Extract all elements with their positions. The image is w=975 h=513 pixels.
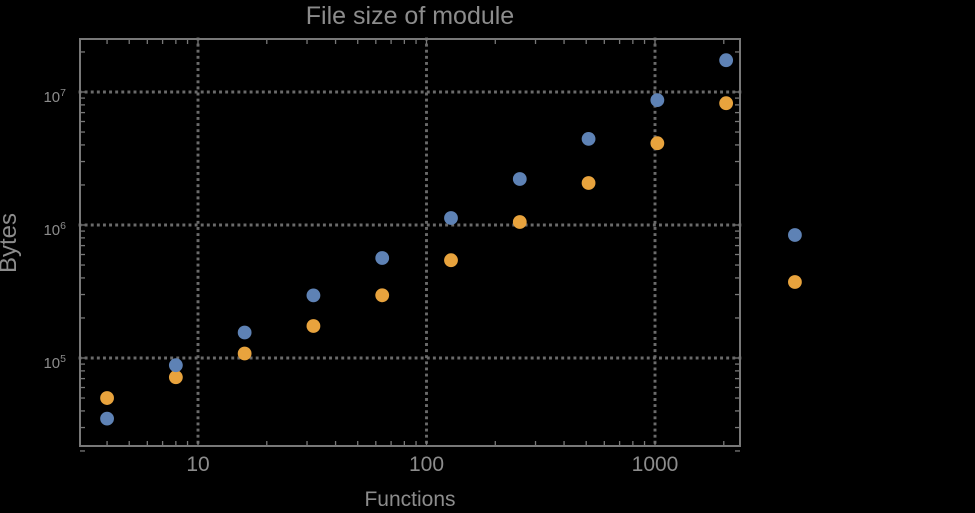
svg-text:Functions: Functions [364,488,455,511]
svg-text:Bytes: Bytes [0,213,22,273]
svg-text:1000: 1000 [632,453,679,476]
svg-text:100: 100 [409,453,444,476]
svg-text:File size of module: File size of module [306,2,514,30]
svg-text:10: 10 [186,453,209,476]
